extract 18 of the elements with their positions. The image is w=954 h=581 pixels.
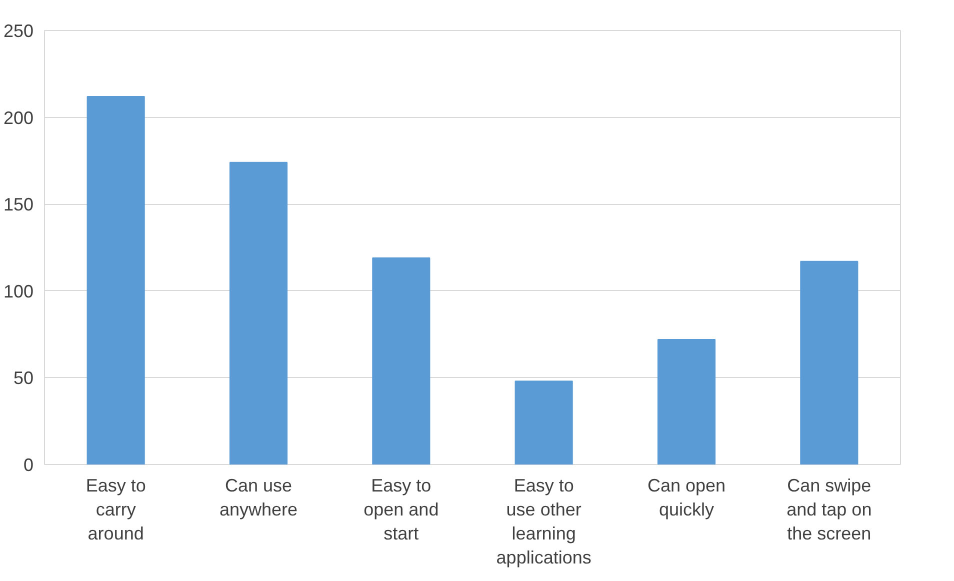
y-tick-label: 50 — [13, 368, 34, 388]
bar — [657, 339, 716, 464]
y-tick-label: 100 — [3, 281, 34, 302]
bar — [372, 257, 430, 464]
x-tick-label: Easy to open and start — [364, 476, 439, 544]
y-tick-label: 250 — [3, 21, 34, 41]
x-tick-label: Can open quickly — [647, 476, 726, 520]
x-tick-label: Easy to use other learning applications — [496, 476, 592, 568]
bar — [514, 380, 573, 464]
x-tick-label: Easy to carry around — [86, 476, 146, 544]
x-tick-label: Can use anywhere — [219, 476, 298, 520]
x-tick-label: Can swipe and tap on the screen — [786, 476, 872, 544]
bar — [229, 162, 288, 464]
y-tick-label: 200 — [3, 108, 34, 128]
bar — [800, 260, 858, 464]
y-tick-label: 150 — [3, 194, 34, 215]
bar — [86, 96, 145, 464]
y-tick-label: 0 — [23, 455, 34, 475]
